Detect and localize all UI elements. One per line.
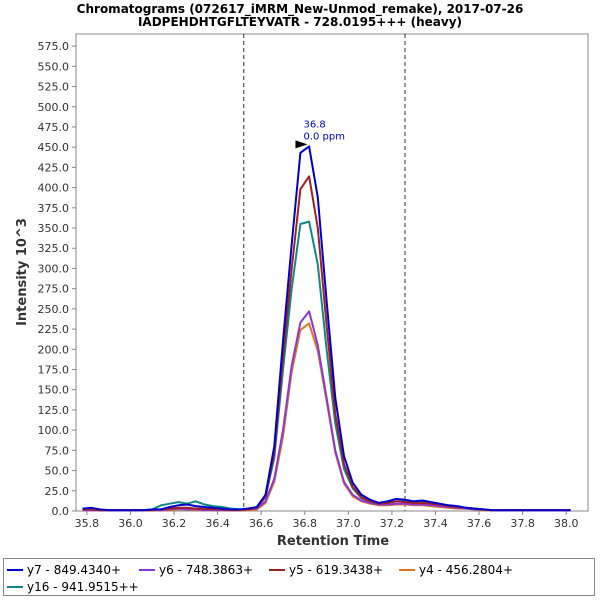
peak-arrow-icon xyxy=(295,140,308,149)
legend-label: y4 - 456.2804+ xyxy=(419,563,514,577)
legend-item: y4 - 456.2804+ xyxy=(399,563,513,577)
legend-item: y6 - 748.3863+ xyxy=(139,563,253,577)
y-tick-label: 275.0 xyxy=(38,283,70,296)
x-tick-label: 37.0 xyxy=(336,517,361,530)
x-tick-label: 37.6 xyxy=(467,517,492,530)
y-tick-label: 225.0 xyxy=(38,323,70,336)
y-axis: 0.0 25.0 50.0 75.0 100.0 125.0 150.0 175.0 200.0… xyxy=(38,40,76,518)
y-tick-label: 200.0 xyxy=(38,343,70,356)
peak-annotation: 36.8 0.0 ppm xyxy=(295,119,345,149)
legend-swatch xyxy=(269,569,285,571)
y-tick-label: 25.0 xyxy=(45,485,70,498)
x-tick-label: 36.2 xyxy=(162,517,187,530)
legend-swatch xyxy=(7,569,23,571)
chart-subtitle: IADPEHDHTGFLTEYVATR - 728.0195+++ (heavy… xyxy=(138,15,462,29)
peak-ppm-label: 0.0 ppm xyxy=(303,131,345,142)
y-tick-label: 575.0 xyxy=(38,40,70,53)
y-tick-label: 250.0 xyxy=(38,303,70,316)
x-tick-label: 36.4 xyxy=(205,517,230,530)
y-tick-label: 300.0 xyxy=(38,262,70,275)
legend-swatch xyxy=(139,569,155,571)
y-tick-label: 50.0 xyxy=(45,465,70,478)
chart-title: Chromatograms (072617_iMRM_New-Unmod_rem… xyxy=(77,2,524,17)
x-axis-label: Retention Time xyxy=(277,534,389,549)
y-tick-label: 125.0 xyxy=(38,404,70,417)
legend-label: y6 - 748.3863+ xyxy=(159,563,254,577)
y-tick-label: 525.0 xyxy=(38,81,70,94)
x-tick-label: 36.0 xyxy=(118,517,143,530)
y-tick-label: 350.0 xyxy=(38,222,70,235)
y-tick-label: 400.0 xyxy=(38,182,70,195)
y-tick-label: 550.0 xyxy=(38,60,70,73)
peak-boundaries xyxy=(243,34,406,511)
x-axis: 35.8 36.0 36.2 36.4 36.6 36.8 37.0 37.2 37.4 37.6… xyxy=(75,511,579,530)
y-tick-label: 100.0 xyxy=(38,424,70,437)
legend-label: y7 - 849.4340+ xyxy=(27,563,122,577)
series-line xyxy=(82,145,571,512)
x-tick-label: 36.8 xyxy=(293,517,318,530)
x-tick-label: 36.6 xyxy=(249,517,274,530)
plot-area xyxy=(75,33,589,512)
series-lines xyxy=(82,145,571,512)
y-tick-label: 475.0 xyxy=(38,121,70,134)
legend-label: y5 - 619.3438+ xyxy=(289,563,384,577)
y-tick-label: 325.0 xyxy=(38,242,70,255)
y-tick-label: 375.0 xyxy=(38,202,70,215)
y-tick-label: 175.0 xyxy=(38,364,70,377)
x-tick-label: 38.0 xyxy=(554,517,579,530)
y-tick-label: 75.0 xyxy=(45,444,70,457)
legend-label: y16 - 941.9515++ xyxy=(27,580,139,594)
legend-item: y16 - 941.9515++ xyxy=(7,580,139,594)
legend: y7 - 849.4340+ y6 - 748.3863+ y5 - 619.343… xyxy=(3,558,595,596)
y-axis-label: Intensity 10^3 xyxy=(15,218,30,326)
peak-rt-label: 36.8 xyxy=(303,119,325,130)
x-tick-label: 37.4 xyxy=(423,517,448,530)
legend-swatch xyxy=(7,586,23,588)
x-tick-label: 37.8 xyxy=(510,517,535,530)
y-tick-label: 425.0 xyxy=(38,161,70,174)
y-tick-label: 0.0 xyxy=(52,505,70,518)
legend-item: y5 - 619.3438+ xyxy=(269,563,383,577)
y-tick-label: 500.0 xyxy=(38,101,70,114)
x-tick-label: 37.2 xyxy=(380,517,405,530)
legend-swatch xyxy=(399,569,415,571)
legend-item: y7 - 849.4340+ xyxy=(7,563,121,577)
y-tick-label: 150.0 xyxy=(38,384,70,397)
x-tick-label: 35.8 xyxy=(75,517,100,530)
y-tick-label: 450.0 xyxy=(38,141,70,154)
